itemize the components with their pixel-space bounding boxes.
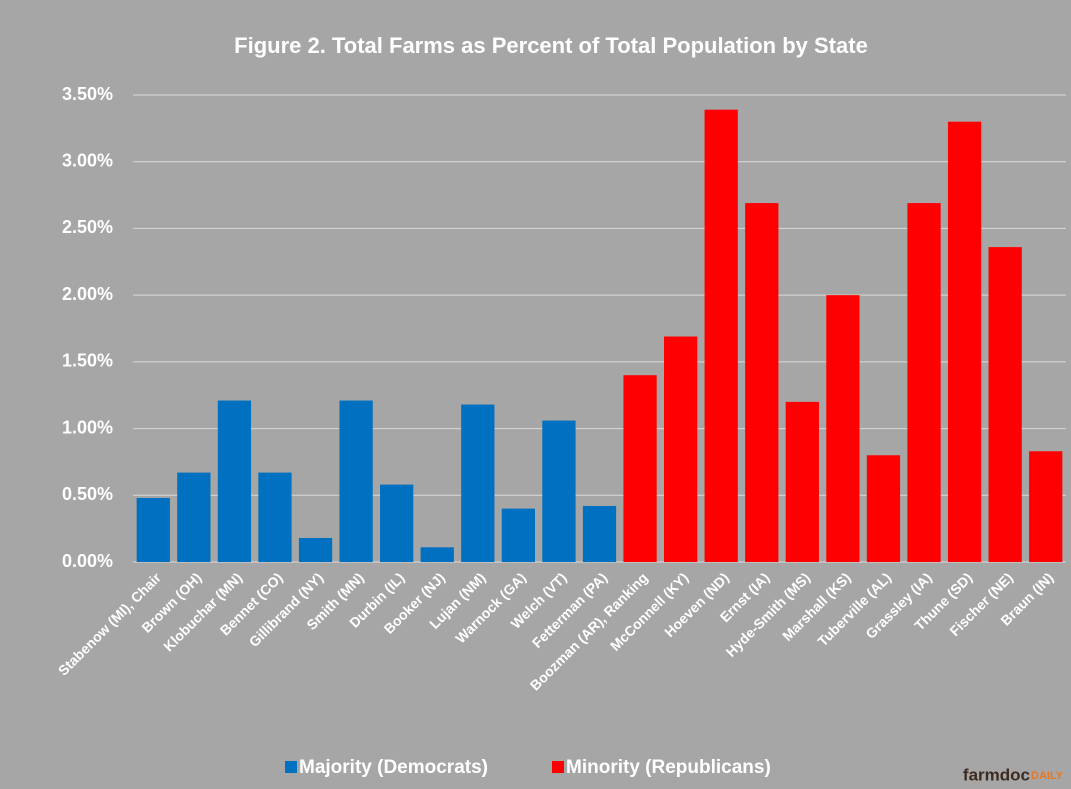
y-tick-label: 2.00% [62,284,113,304]
logo-accent: DAILY [1031,770,1064,782]
y-tick-label: 0.50% [62,484,113,504]
bar [623,375,657,562]
bar [866,455,901,562]
bar [461,404,495,562]
bar [947,121,982,562]
bar [663,336,698,562]
bar [826,295,860,562]
bar [704,109,738,563]
bar [745,203,779,562]
legend-label: Minority (Republicans) [566,757,771,778]
bar [339,400,373,562]
y-tick-label: 2.50% [62,217,113,237]
legend-swatch [552,761,564,773]
bar [217,400,252,562]
logo: farmdoc [963,765,1030,784]
bar [136,497,170,562]
y-tick-label: 3.00% [62,150,113,170]
y-tick-label: 1.50% [62,351,113,371]
bar [582,505,617,562]
bar [1029,451,1063,562]
bar [298,537,333,562]
bar [785,401,819,562]
bar [177,472,211,562]
legend-label: Majority (Democrats) [299,757,488,778]
bar [988,247,1022,562]
y-tick-label: 0.00% [62,551,113,571]
bar [258,472,292,562]
bar [542,420,576,562]
bar [501,508,536,562]
bar [907,203,941,562]
bar [380,484,414,562]
legend-swatch [285,761,297,773]
y-tick-label: 3.50% [62,84,113,104]
bar [420,547,454,562]
chart-title: Figure 2. Total Farms as Percent of Tota… [234,33,868,58]
y-tick-label: 1.00% [62,417,113,437]
